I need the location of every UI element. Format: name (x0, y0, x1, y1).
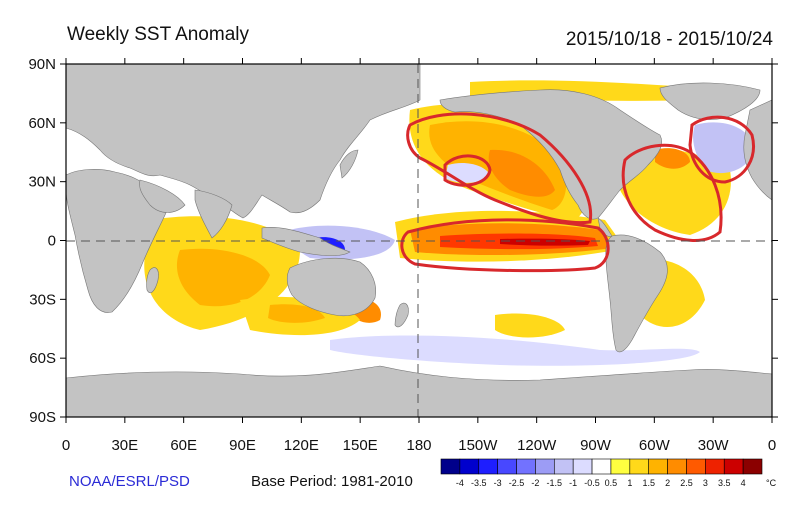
antarctica (65, 365, 773, 418)
colorbar-swatch (667, 458, 687, 475)
lon-label: 180 (406, 437, 431, 454)
lat-label: 90S (29, 409, 56, 426)
colorbar: -4 -3.5 -3 -2.5 -2 -1.5 -1 -0.5 0.5 1 1.5 2 2.5 3 3.5 4 (440, 458, 763, 488)
lon-label: 90W (580, 437, 612, 454)
colorbar-swatch (686, 458, 706, 475)
lon-label: 120E (284, 437, 319, 454)
colorbar-tick-label: -2 (531, 478, 539, 488)
colorbar-swatch (497, 458, 517, 475)
colorbar-tick-label: 2 (665, 478, 670, 488)
annotation-n-atlantic-cold (688, 115, 755, 184)
colorbar-tick-label: -2.5 (509, 478, 525, 488)
lon-label: 90E (229, 437, 256, 454)
india (194, 189, 233, 239)
colorbar-unit: °C (766, 478, 777, 488)
enso-warm-max (500, 238, 590, 246)
lon-axis: 0 30E 60E 90E 120E 150E 180 150W 120W 90W 60W 30W 0 (62, 58, 776, 454)
south-indian-warm-core (268, 304, 325, 323)
colorbar-swatch (742, 458, 763, 475)
greenland (659, 82, 761, 120)
colorbar-tick-label: 3 (703, 478, 708, 488)
australia (286, 257, 377, 317)
colorbar-tick-label: -4 (456, 478, 464, 488)
colorbar-swatch (516, 458, 536, 475)
europe-east-edge (743, 99, 773, 201)
lat-label: 0 (48, 233, 56, 250)
annotation-n-atlantic-warm (621, 143, 723, 242)
lon-label: 30W (698, 437, 730, 454)
colorbar-tick-label: -1 (569, 478, 577, 488)
colorbar-swatch (591, 458, 612, 475)
indonesia (261, 227, 351, 257)
colorbar-tick-label: 3.5 (718, 478, 731, 488)
credit-label: NOAA/ESRL/PSD (69, 473, 190, 490)
lat-label: 60S (29, 350, 56, 367)
colorbar-swatch (478, 458, 498, 475)
base-period-label: Base Period: 1981-2010 (251, 473, 413, 490)
southern-ocean-cool (330, 335, 700, 366)
colorbar-tick-label: 2.5 (680, 478, 693, 488)
lat-label: 30N (28, 174, 56, 191)
colorbar-tick-label: 0.5 (605, 478, 618, 488)
eurasia (65, 63, 421, 219)
colorbar-swatch (459, 458, 480, 475)
madagascar (146, 267, 159, 293)
lon-label: 30E (111, 437, 138, 454)
lon-label: 150W (458, 437, 498, 454)
colorbar-tick-label: 1.5 (642, 478, 655, 488)
colorbar-tick-label: -0.5 (584, 478, 600, 488)
n-atlantic-cool (693, 122, 755, 174)
arabia (139, 179, 186, 213)
colorbar-swatch (723, 458, 744, 475)
new-zealand (394, 302, 409, 328)
lat-label: 30S (29, 291, 56, 308)
lat-label: 60N (28, 115, 56, 132)
annotation-cold-blob-pacific (443, 154, 492, 187)
land (65, 63, 773, 418)
annotation-enso (400, 218, 610, 273)
lon-label: 150E (343, 437, 378, 454)
n-atlantic-warm-core (655, 148, 690, 169)
lat-axis: 90N 60N 30N 0 30S 60S 90S (28, 56, 778, 426)
colorbar-tick-label: -3.5 (471, 478, 487, 488)
n-atlantic-warm (620, 149, 731, 235)
lon-label: 0 (768, 437, 776, 454)
colorbar-tick-label: 1 (627, 478, 632, 488)
colorbar-swatch (610, 458, 631, 475)
colorbar-swatch (705, 458, 725, 475)
colorbar-swatch (535, 458, 555, 475)
colorbar-swatch (553, 458, 574, 475)
date-range: 2015/10/18 - 2015/10/24 (565, 29, 773, 50)
lon-label: 120W (517, 437, 557, 454)
lon-label: 60E (170, 437, 197, 454)
lon-label: 0 (62, 437, 70, 454)
south-pacific-warm (495, 313, 565, 338)
colorbar-tick-label: -1.5 (547, 478, 563, 488)
annotation-marks (400, 112, 755, 273)
colorbar-swatch (572, 458, 593, 475)
colorbar-swatch (629, 458, 650, 475)
ne-pacific-warm-core (488, 149, 555, 197)
japan (339, 149, 359, 179)
annotation-ne-pacific (406, 112, 593, 225)
south-america (605, 234, 668, 353)
lat-label: 90N (28, 56, 56, 73)
colorbar-tick-label: -3 (494, 478, 502, 488)
colorbar-swatch (440, 458, 461, 475)
indian-ocean-mid (176, 248, 270, 307)
lon-label: 60W (639, 437, 671, 454)
colorbar-tick-label: 4 (741, 478, 746, 488)
colorbar-swatch (648, 458, 668, 475)
map-title: Weekly SST Anomaly (67, 24, 249, 45)
